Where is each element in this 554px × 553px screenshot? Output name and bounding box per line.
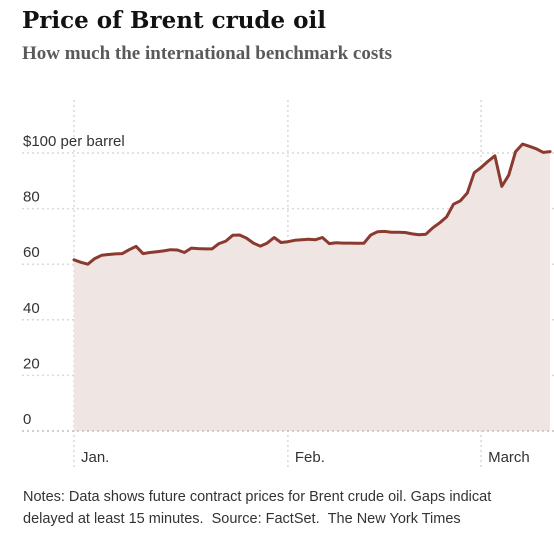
y-tick-label-40: 40: [23, 300, 40, 317]
price-area: [74, 144, 551, 431]
chart-title: Price of Brent crude oil: [22, 7, 326, 34]
notes-source: Source: FactSet.: [211, 511, 320, 527]
y-tick-label-100: $100 per barrel: [23, 133, 125, 150]
notes-credit: The New York Times: [327, 511, 461, 527]
notes-line-1: Notes: Data shows future contract prices…: [23, 489, 492, 505]
x-axis-labels: Jan. Feb. March: [81, 449, 530, 466]
y-tick-label-60: 60: [23, 244, 40, 261]
y-axis-labels: 0 20 40 60 80 $100 per barrel: [23, 133, 125, 428]
y-tick-label-20: 20: [23, 355, 40, 372]
chart-svg: 0 20 40 60 80 $100 per barrel Jan. Feb. March: [22, 100, 554, 468]
x-tick-label-Feb.: Feb.: [295, 449, 325, 466]
notes-delay: delayed at least 15 minutes.: [23, 511, 204, 527]
y-tick-label-0: 0: [23, 411, 31, 428]
chart-subtitle: How much the international benchmark cos…: [22, 43, 392, 64]
x-tick-label-Jan.: Jan.: [81, 449, 109, 466]
y-tick-label-80: 80: [23, 189, 40, 206]
chart-notes: Notes: Data shows future contract prices…: [23, 486, 554, 530]
price-line: [72, 142, 552, 266]
x-tick-label-March: March: [488, 449, 530, 466]
